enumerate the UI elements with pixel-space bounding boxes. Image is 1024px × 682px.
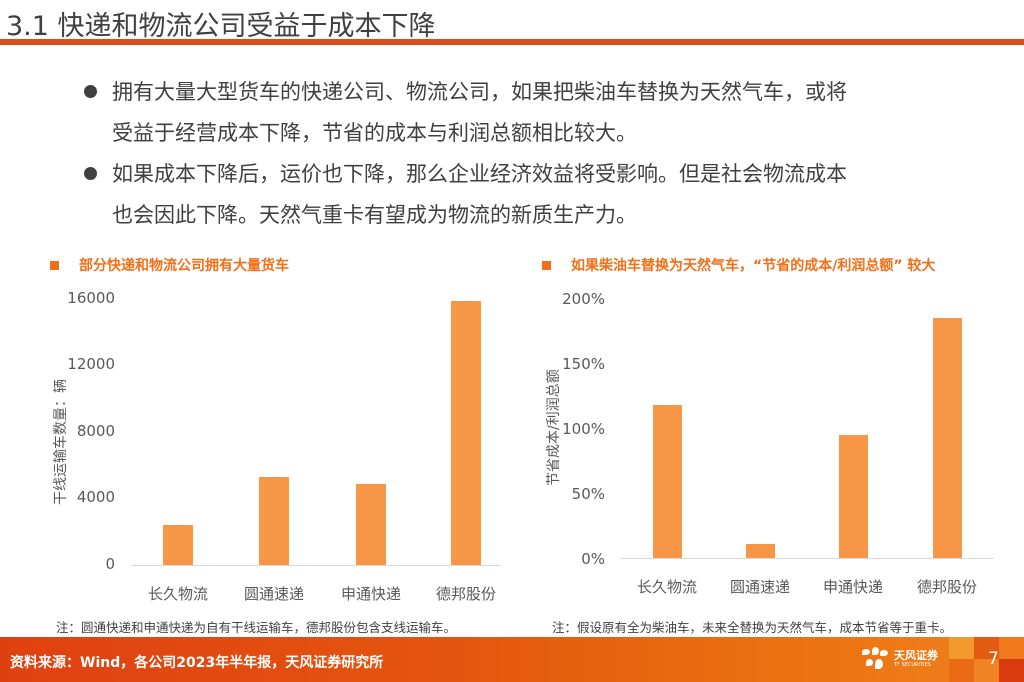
y-tick: 50%	[571, 485, 605, 503]
bar-2	[745, 543, 775, 558]
bar-2	[259, 476, 289, 565]
footer-bar: 资料来源：Wind，各公司2023年半年报，天风证券研究所 天风证券 TF SE…	[0, 637, 1024, 682]
square-bullet-icon	[50, 260, 59, 270]
x-tick: 申通快递	[822, 578, 883, 596]
left-x-axis	[131, 565, 501, 566]
bullet-item: 如果成本下降后，运价也下降，那么企业经济效益将受影响。但是社会物流成本 也会因此…	[82, 154, 982, 236]
x-tick: 圆通速递	[729, 578, 790, 596]
y-tick: 16000	[67, 289, 115, 307]
page-number: 7	[988, 649, 999, 669]
bar-4	[932, 317, 962, 558]
bullet-line: 如果成本下降后，运价也下降，那么企业经济效益将受影响。但是社会物流成本	[112, 162, 847, 186]
source-text: 资料来源：Wind，各公司2023年半年报，天风证券研究所	[10, 655, 384, 671]
bar-3	[838, 434, 868, 558]
bar-4	[451, 300, 481, 565]
y-tick: 0	[105, 555, 115, 573]
bullet-line: 拥有大量大型货车的快递公司、物流公司，如果把柴油车替换为天然气车，或将	[112, 80, 847, 104]
right-chart-heading: 如果柴油车替换为天然气车，“节省的成本/利润总额” 较大	[542, 255, 935, 275]
left-chart-heading-text: 部分快递和物流公司拥有大量货车	[79, 258, 289, 274]
leaf-logo-icon	[862, 647, 888, 671]
y-tick: 4000	[76, 488, 115, 506]
right-x-axis	[620, 558, 994, 559]
y-tick: 200%	[562, 290, 605, 308]
y-tick: 100%	[562, 420, 605, 438]
bullet-line: 受益于经营成本下降，节省的成本与利润总额相比较大。	[112, 121, 637, 145]
left-chart-note: 注：圆通快递和申通快递为自有干线运输车，德邦股份包含支线运输车。	[56, 620, 457, 635]
x-tick: 德邦股份	[435, 585, 496, 603]
page-title: 3.1 快递和物流公司受益于成本下降	[6, 11, 436, 42]
bar-1	[163, 525, 193, 565]
left-bar-chart: 干线运输车数量：辆 16000 12000 8000 4000 0 长久物流 圆…	[53, 289, 501, 603]
logo-en-text: TF SECURITIES	[894, 661, 931, 668]
bar-3	[356, 484, 386, 565]
bullet-dot-icon	[84, 85, 97, 98]
right-chart-heading-text: 如果柴油车替换为天然气车，“节省的成本/利润总额” 较大	[571, 258, 936, 274]
company-logo: 天风证券 TF SECURITIES	[862, 647, 938, 671]
square-bullet-icon	[542, 260, 551, 270]
y-tick: 8000	[76, 422, 115, 440]
bar-1	[652, 404, 682, 558]
bullet-line: 也会因此下降。天然气重卡有望成为物流的新质生产力。	[112, 203, 637, 227]
bullet-item: 拥有大量大型货车的快递公司、物流公司，如果把柴油车替换为天然气车，或将 受益于经…	[82, 72, 982, 154]
x-tick: 申通快递	[340, 585, 401, 603]
y-tick: 0%	[581, 550, 605, 568]
right-chart-note: 注：假设原有全为柴油车，未来全替换为天然气车，成本节省等于重卡。	[552, 620, 953, 635]
x-tick: 德邦股份	[916, 578, 977, 596]
x-tick: 长久物流	[147, 585, 208, 603]
x-tick: 圆通速递	[243, 585, 304, 603]
x-tick: 长久物流	[636, 578, 697, 596]
y-tick: 12000	[67, 355, 115, 373]
left-chart-heading: 部分快递和物流公司拥有大量货车	[50, 255, 289, 275]
decorative-tiles	[949, 637, 1024, 682]
logo-cn-text: 天风证券	[894, 648, 938, 662]
title-divider	[0, 39, 1024, 45]
bullet-dot-icon	[84, 167, 97, 180]
bullet-list: 拥有大量大型货车的快递公司、物流公司，如果把柴油车替换为天然气车，或将 受益于经…	[82, 72, 982, 236]
y-tick: 150%	[562, 355, 605, 373]
